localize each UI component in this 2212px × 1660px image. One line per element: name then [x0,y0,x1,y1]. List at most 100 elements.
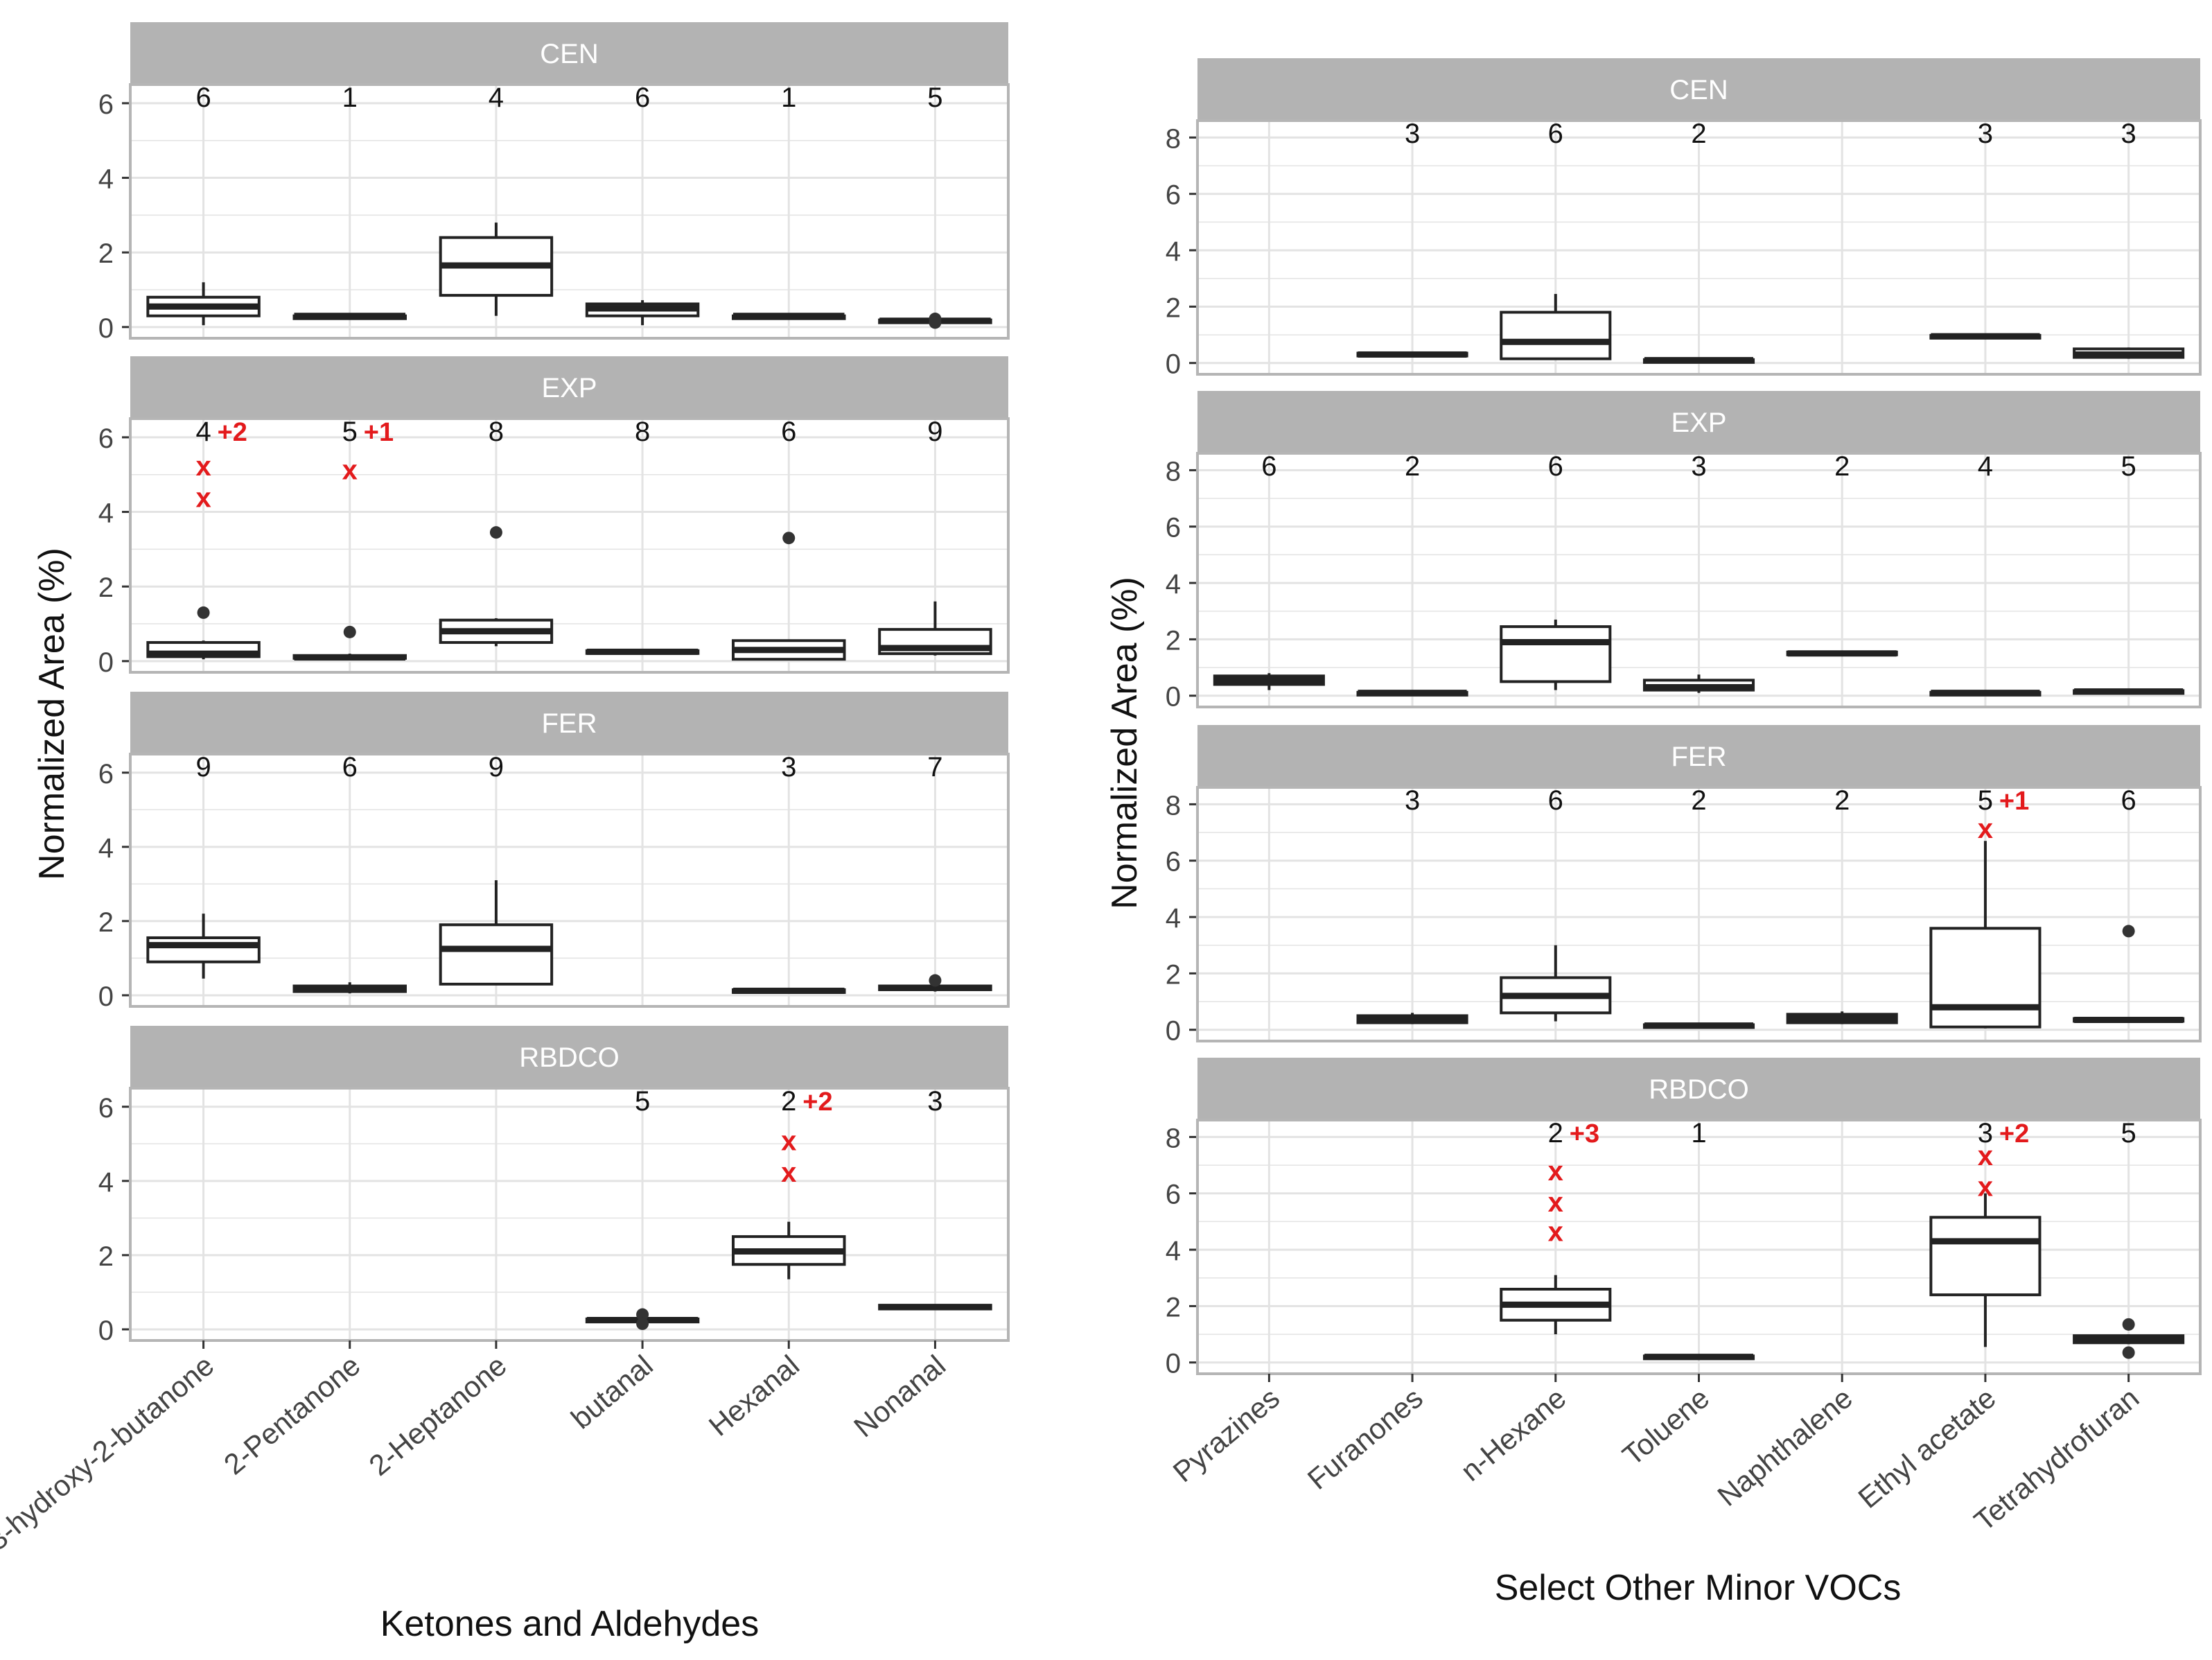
boxplot-2-heptanone [439,880,554,986]
sample-count: 9 [195,752,211,783]
sample-count: 3 [1405,119,1420,149]
boxplot-ethyl-acetate [1929,690,2042,697]
sample-count: 5 [1978,785,1993,816]
boxplot-naphthalene [1786,650,1898,657]
panel-border [1196,119,2202,376]
boxplot-n-hexane [1500,1275,1612,1335]
sample-count: 4 [489,82,504,113]
facet-strip [130,1026,1008,1088]
y-tick-label: 2 [98,573,114,603]
extreme-value-marker: x [195,483,211,514]
boxplot-pyrazines [1213,673,1325,690]
y-tick-label: 0 [98,981,114,1012]
y-tick-label: 0 [98,647,114,678]
outlier-point [2122,1318,2135,1331]
sample-count: 6 [1261,451,1276,482]
outlier-point [2122,1346,2135,1359]
y-tick-label: 6 [1166,847,1181,877]
sample-count: 6 [635,82,650,113]
y-tick-label: 0 [1166,1349,1181,1379]
y-tick-label: 8 [1166,1123,1181,1153]
sample-count: 6 [195,82,211,113]
sample-count: 3 [1978,1118,1993,1148]
y-tick-label: 4 [98,1167,114,1198]
sample-count: 3 [1978,119,1993,149]
facet-strip [1197,58,2200,121]
boxplot-toluene [1642,1022,1755,1029]
y-tick-label: 4 [1166,1236,1181,1266]
boxplot-nonanal [878,313,992,329]
sample-count: 2 [1834,785,1850,816]
outlier-point [2122,925,2135,938]
boxplot-3-hydroxy-2-butanone [146,606,261,660]
excluded-count: +3 [1570,1119,1599,1148]
y-tick-label: 8 [1166,123,1181,154]
box-iqr [1500,625,1612,683]
facet-panel-fer: FER 0 2 4 6 9 6 9 3 7 [98,692,1010,1012]
outlier-point [929,974,942,987]
y-tick-label: 6 [98,1093,114,1124]
y-tick-label: 6 [98,423,114,454]
boxplot-butanal [585,1308,700,1330]
x-category-label: Naphthalene [1711,1381,1859,1512]
outlier-point [343,625,356,638]
y-tick-label: 6 [98,89,114,120]
boxplot-n-hexane [1500,294,1612,360]
sample-count: 4 [195,417,211,447]
boxplot-nonanal [878,974,992,992]
x-category-label: Hexanal [703,1349,805,1442]
sample-count: 2 [1405,451,1420,482]
y-tick-label: 2 [1166,625,1181,656]
sample-count: 3 [1405,785,1420,816]
x-axis-title: Select Other Minor VOCs [1495,1568,1902,1608]
panel-border [129,1087,1010,1342]
y-tick-label: 2 [98,238,114,269]
outlier-point [489,526,502,539]
extreme-value-marker: x [781,1126,796,1157]
y-tick-label: 2 [98,907,114,938]
sample-count: 5 [635,1086,650,1117]
sample-count: 4 [1978,451,1993,482]
facet-panel-cen: CEN 0 2 4 6 8 3 6 2 3 3 [1166,58,2202,380]
y-axis-title: Normalized Area (%) [32,548,72,880]
boxplot-ethyl-acetate [1929,1193,2042,1347]
x-category-label: 2-Pentanone [218,1349,366,1481]
extreme-value-marker: x [342,455,358,485]
boxplot-2-pentanone [292,625,407,661]
sample-count: 7 [927,752,942,783]
facet-strip [1197,1058,2200,1120]
y-tick-label: 6 [1166,513,1181,543]
sample-count: 5 [927,82,942,113]
outlier-point [929,316,942,329]
extreme-value-marker: x [1978,814,1993,844]
y-tick-label: 8 [1166,456,1181,487]
excluded-count: +2 [1999,1119,2029,1148]
excluded-count: +1 [364,418,394,447]
y-tick-label: 6 [98,759,114,789]
sample-count: 2 [781,1086,796,1117]
x-category-label: butanal [565,1349,659,1435]
extreme-value-marker: x [1548,1156,1563,1187]
panel-border [129,83,1010,340]
x-category-label: Furanones [1301,1381,1429,1496]
facet-strip [1197,391,2200,453]
boxplot-2-heptanone [439,222,554,316]
facet-strip-label: RBDCO [519,1042,619,1073]
facet-panel-exp: EXP 0 2 4 6 8 6 2 6 3 2 4 5 [1166,391,2202,713]
sample-count: 6 [1548,451,1563,482]
x-axis-title: Ketones and Aldehydes [380,1604,759,1644]
x-category-label: Toluene [1616,1381,1715,1472]
x-category-label: 3-hydroxy-2-butanone [0,1349,220,1557]
boxplot-toluene [1642,357,1755,364]
facet-strip [130,356,1008,419]
box-iqr [1929,927,2042,1029]
boxplot-ethyl-acetate [1929,841,2042,1029]
boxplot-furanones [1356,1013,1468,1024]
sample-count: 2 [1691,785,1706,816]
x-category-label: Pyrazines [1167,1381,1285,1489]
sample-count: 6 [2121,785,2136,816]
